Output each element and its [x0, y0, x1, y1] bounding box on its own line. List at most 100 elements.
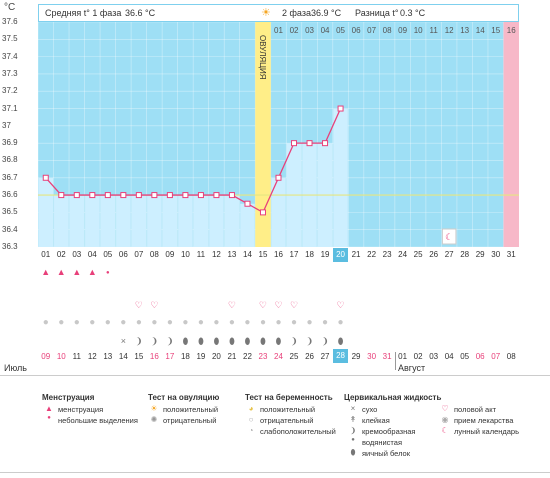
- date-label[interactable]: 08: [506, 352, 516, 361]
- date-label[interactable]: 17: [165, 352, 175, 361]
- x-tick-label[interactable]: 29: [475, 250, 485, 259]
- x-tick-label[interactable]: 24: [398, 250, 408, 259]
- date-label[interactable]: 15: [134, 352, 144, 361]
- pregnancy-test-icon[interactable]: ●: [58, 317, 65, 328]
- pregnancy-test-icon[interactable]: ●: [228, 317, 235, 328]
- date-label[interactable]: 06: [475, 352, 485, 361]
- date-label[interactable]: 30: [367, 352, 377, 361]
- pregnancy-test-icon[interactable]: ●: [259, 317, 266, 328]
- eggwhite-icon[interactable]: ⬮: [198, 336, 204, 346]
- pregnancy-test-icon[interactable]: ●: [151, 317, 158, 328]
- x-tick-label[interactable]: 27: [444, 250, 454, 259]
- date-label[interactable]: 03: [429, 352, 439, 361]
- date-label[interactable]: 20: [211, 352, 221, 361]
- x-tick-label[interactable]: 30: [491, 250, 501, 259]
- creamy-icon[interactable]: ❩: [321, 336, 329, 346]
- date-label[interactable]: 19: [196, 352, 206, 361]
- pregnancy-test-icon[interactable]: ●: [89, 317, 96, 328]
- menstruation-icon[interactable]: ▲: [87, 267, 97, 277]
- eggwhite-icon[interactable]: ⬮: [260, 336, 266, 346]
- x-tick-label[interactable]: 28: [460, 250, 470, 259]
- menstruation-icon[interactable]: ▲: [41, 267, 51, 277]
- creamy-icon[interactable]: ❩: [135, 336, 143, 346]
- x-tick-label[interactable]: 17: [289, 250, 299, 259]
- x-tick-label[interactable]: 11: [196, 250, 206, 259]
- pregnancy-test-icon[interactable]: ●: [306, 317, 313, 328]
- x-tick-label[interactable]: 09: [165, 250, 175, 259]
- date-label[interactable]: 05: [460, 352, 470, 361]
- pregnancy-test-icon[interactable]: ●: [275, 317, 282, 328]
- x-tick-label[interactable]: 14: [243, 250, 252, 259]
- date-label[interactable]: 27: [320, 352, 330, 361]
- x-tick-label[interactable]: 23: [382, 250, 392, 259]
- x-tick-label[interactable]: 12: [211, 250, 221, 259]
- menstruation-icon[interactable]: ▲: [56, 267, 66, 277]
- pregnancy-test-icon[interactable]: ●: [73, 317, 80, 328]
- date-label[interactable]: 31: [382, 352, 392, 361]
- date-label[interactable]: 13: [103, 352, 113, 361]
- x-tick-label[interactable]: 10: [180, 250, 190, 259]
- x-tick-label[interactable]: 13: [227, 250, 237, 259]
- heart-icon[interactable]: ♡: [150, 300, 159, 310]
- date-label[interactable]: 25: [289, 352, 299, 361]
- creamy-icon[interactable]: ❩: [305, 336, 314, 346]
- x-tick-label[interactable]: 02: [56, 250, 66, 259]
- x-tick-label[interactable]: 04: [87, 250, 97, 259]
- x-tick-label[interactable]: 18: [305, 250, 314, 259]
- pregnancy-test-icon[interactable]: ●: [182, 317, 189, 328]
- pregnancy-test-icon[interactable]: ●: [337, 317, 344, 328]
- date-label[interactable]: 12: [87, 352, 97, 361]
- menstruation-icon[interactable]: ▲: [72, 267, 82, 277]
- x-tick-label[interactable]: 06: [118, 250, 128, 259]
- x-tick-label[interactable]: 03: [72, 250, 82, 259]
- x-tick-label[interactable]: 05: [103, 250, 113, 259]
- x-tick-label[interactable]: 07: [134, 250, 144, 259]
- x-tick-label[interactable]: 08: [149, 250, 159, 259]
- eggwhite-icon[interactable]: ⬮: [275, 336, 282, 346]
- date-label[interactable]: 29: [351, 352, 361, 361]
- x-tick-label[interactable]: 22: [367, 250, 377, 259]
- date-label[interactable]: 04: [444, 352, 454, 361]
- heart-icon[interactable]: ♡: [134, 300, 143, 310]
- date-label[interactable]: 14: [118, 352, 128, 361]
- date-label[interactable]: 22: [243, 352, 252, 361]
- pregnancy-test-icon[interactable]: ●: [290, 317, 298, 328]
- creamy-icon[interactable]: ❩: [290, 336, 298, 346]
- eggwhite-icon[interactable]: ⬮: [244, 336, 251, 346]
- eggwhite-icon[interactable]: ⬮: [229, 336, 235, 346]
- x-tick-label[interactable]: 25: [413, 250, 423, 259]
- heart-icon[interactable]: ♡: [336, 300, 345, 310]
- eggwhite-icon[interactable]: ⬮: [213, 336, 220, 346]
- date-label[interactable]: 01: [398, 352, 408, 361]
- x-tick-label[interactable]: 16: [274, 250, 283, 259]
- x-tick-label[interactable]: 01: [41, 250, 51, 259]
- pregnancy-test-icon[interactable]: ●: [213, 317, 220, 328]
- heart-icon[interactable]: ♡: [274, 300, 283, 310]
- date-label[interactable]: 11: [72, 352, 81, 361]
- x-tick-label[interactable]: 26: [429, 250, 439, 259]
- small-drop-icon[interactable]: ●: [106, 270, 110, 276]
- date-label[interactable]: 24: [274, 352, 283, 361]
- date-label[interactable]: 21: [227, 352, 237, 361]
- eggwhite-icon[interactable]: ⬮: [337, 336, 344, 346]
- creamy-icon[interactable]: ❩: [150, 336, 159, 346]
- date-label[interactable]: 10: [56, 352, 66, 361]
- pregnancy-test-icon[interactable]: ●: [166, 317, 173, 328]
- pregnancy-test-icon[interactable]: ●: [104, 317, 111, 328]
- date-label[interactable]: 28: [332, 349, 349, 363]
- date-label[interactable]: 18: [180, 352, 190, 361]
- pregnancy-test-icon[interactable]: ●: [135, 317, 142, 328]
- pregnancy-test-icon[interactable]: ●: [244, 317, 251, 328]
- pregnancy-test-icon[interactable]: ●: [197, 317, 204, 328]
- date-label[interactable]: 26: [305, 352, 314, 361]
- x-tick-label[interactable]: 31: [506, 250, 516, 259]
- date-label[interactable]: 23: [258, 352, 268, 361]
- date-label[interactable]: 02: [413, 352, 423, 361]
- x-tick-label[interactable]: 21: [351, 250, 361, 259]
- date-label[interactable]: 07: [491, 352, 501, 361]
- date-label[interactable]: 16: [149, 352, 159, 361]
- pregnancy-test-icon[interactable]: ●: [322, 317, 329, 328]
- heart-icon[interactable]: ♡: [227, 300, 236, 310]
- x-tick-label[interactable]: 19: [320, 250, 330, 259]
- pregnancy-test-icon[interactable]: ●: [42, 317, 49, 328]
